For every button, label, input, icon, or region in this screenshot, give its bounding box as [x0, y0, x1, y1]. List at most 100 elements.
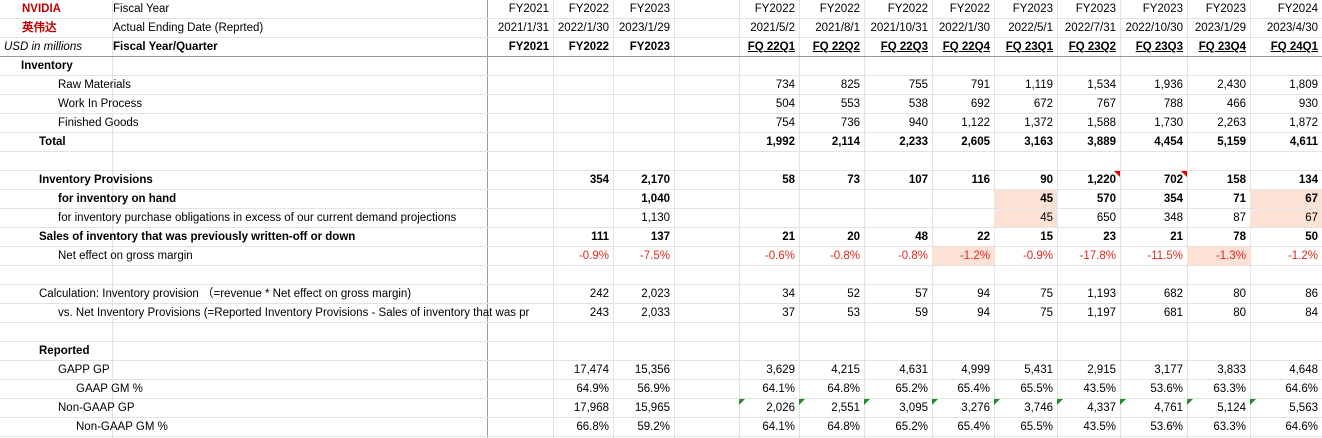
quarter-cell [864, 342, 932, 360]
error-flag-icon[interactable] [932, 399, 938, 405]
table-row [0, 152, 1322, 171]
error-flag-icon[interactable] [994, 399, 1000, 405]
annual-cell [553, 152, 613, 170]
quarter-cell [799, 209, 864, 227]
quarter-header-cell: FQ 22Q3 [880, 41, 928, 53]
quarter-cell [799, 57, 864, 75]
annual-cell: 1,040 [641, 193, 670, 205]
grid-line [932, 0, 933, 438]
annual-cell: 17,968 [573, 402, 609, 414]
quarter-cell: 1,936 [1154, 79, 1183, 91]
quarter-cell: 43.5% [1083, 421, 1116, 433]
quarter-cell [1187, 152, 1250, 170]
quarter-cell: 22 [977, 231, 990, 243]
comment-flag-icon[interactable] [1181, 171, 1187, 177]
quarter-cell: -1.2% [1287, 250, 1318, 262]
quarter-cell: 45 [994, 209, 1057, 227]
quarter-cell: 3,629 [766, 364, 795, 376]
quarter-cell: 4,215 [831, 364, 860, 376]
error-flag-icon[interactable] [1120, 399, 1126, 405]
quarter-cell: 59 [915, 307, 928, 319]
quarter-cell: 86 [1305, 288, 1318, 300]
quarter-cell [932, 342, 994, 360]
annual-header-cell: FY2021 [508, 3, 549, 15]
quarter-cell: 2,233 [899, 136, 928, 148]
quarter-cell: 2,430 [1217, 79, 1246, 91]
error-flag-icon[interactable] [1250, 399, 1256, 405]
quarter-cell: 702 [1120, 171, 1187, 189]
quarter-cell: 5,431 [1024, 364, 1053, 376]
annual-header-cell: 2022/1/30 [557, 22, 609, 34]
error-flag-icon[interactable] [1187, 399, 1193, 405]
quarter-cell: 64.1% [762, 421, 795, 433]
quarter-cell [864, 266, 932, 284]
annual-cell [487, 171, 553, 189]
annual-cell [613, 114, 674, 132]
quarter-cell [1187, 342, 1250, 360]
quarter-cell [1120, 152, 1187, 170]
error-flag-icon[interactable] [864, 399, 870, 405]
table-row: for inventory on hand 1,040 45 570 354 71 67 [0, 190, 1322, 209]
quarter-cell: 825 [840, 79, 860, 91]
quarter-cell [799, 190, 864, 208]
quarter-cell: -11.5% [1147, 250, 1183, 262]
quarter-cell: 158 [1226, 174, 1246, 186]
header-row: USD in millions Fiscal Year/Quarter FY2021… [0, 38, 1322, 57]
quarter-cell: 4,631 [899, 364, 928, 376]
quarter-cell: 107 [908, 174, 928, 186]
table-row: Work In Process 504 553 538 692 672 767 788 466 9… [0, 95, 1322, 114]
table-row: GAPP GP 17,474 15,356 3,629 4,215 4,631 4,999 5… [0, 361, 1322, 380]
annual-cell: 17,474 [573, 364, 609, 376]
annual-header-cell: FY2023 [629, 41, 670, 53]
quarter-cell [739, 209, 799, 227]
quarter-cell: 788 [1163, 98, 1183, 110]
quarter-cell: 1,193 [1087, 288, 1116, 300]
quarter-cell [1250, 342, 1322, 360]
annual-cell [553, 342, 613, 360]
quarter-cell: 2,114 [831, 136, 860, 148]
annual-cell [553, 209, 613, 227]
annual-cell [553, 190, 613, 208]
quarter-cell [1120, 323, 1187, 341]
header-row: NVIDIA Fiscal Year FY2021 FY2022 FY2023 FY202… [0, 0, 1322, 19]
annual-cell [487, 380, 553, 398]
quarter-cell [799, 342, 864, 360]
annual-cell [553, 114, 613, 132]
company-name-cn: 英伟达 [22, 22, 57, 34]
quarter-cell: 1,588 [1087, 117, 1116, 129]
annual-cell [487, 361, 553, 379]
annual-cell [487, 76, 553, 94]
annual-cell: 64.9% [576, 383, 609, 395]
quarter-cell [1120, 57, 1187, 75]
row-label: Non-GAAP GP [58, 402, 135, 414]
quarter-header-cell: 2021/10/31 [870, 22, 928, 34]
quarter-cell [864, 152, 932, 170]
annual-cell: 243 [589, 307, 609, 319]
annual-header-cell: FY2021 [508, 41, 549, 53]
annual-cell [613, 76, 674, 94]
row-label [4, 152, 487, 170]
error-flag-icon[interactable] [1057, 399, 1063, 405]
quarter-cell [799, 323, 864, 341]
row-label: Inventory Provisions [39, 174, 153, 186]
quarter-cell [1250, 266, 1322, 284]
error-flag-icon[interactable] [739, 399, 745, 405]
quarter-cell: 34 [782, 288, 795, 300]
error-flag-icon[interactable] [799, 399, 805, 405]
quarter-cell [1057, 323, 1120, 341]
quarter-cell: 570 [1096, 193, 1116, 205]
quarter-cell [932, 152, 994, 170]
annual-cell [487, 190, 553, 208]
row-label: Net effect on gross margin [58, 250, 193, 262]
quarter-header-cell: FY2022 [887, 3, 928, 15]
quarter-cell: 3,177 [1154, 364, 1183, 376]
quarter-cell: 5,124 [1187, 399, 1250, 417]
quarter-header-cell: FY2022 [819, 3, 860, 15]
comment-flag-icon[interactable] [1114, 171, 1120, 177]
quarter-cell: 4,611 [1289, 136, 1318, 148]
quarter-cell [994, 266, 1057, 284]
quarter-cell: 1,197 [1087, 307, 1116, 319]
quarter-cell: 78 [1233, 231, 1246, 243]
quarter-header-cell: FQ 23Q3 [1135, 41, 1183, 53]
annual-header-cell: 2023/1/29 [618, 22, 670, 34]
